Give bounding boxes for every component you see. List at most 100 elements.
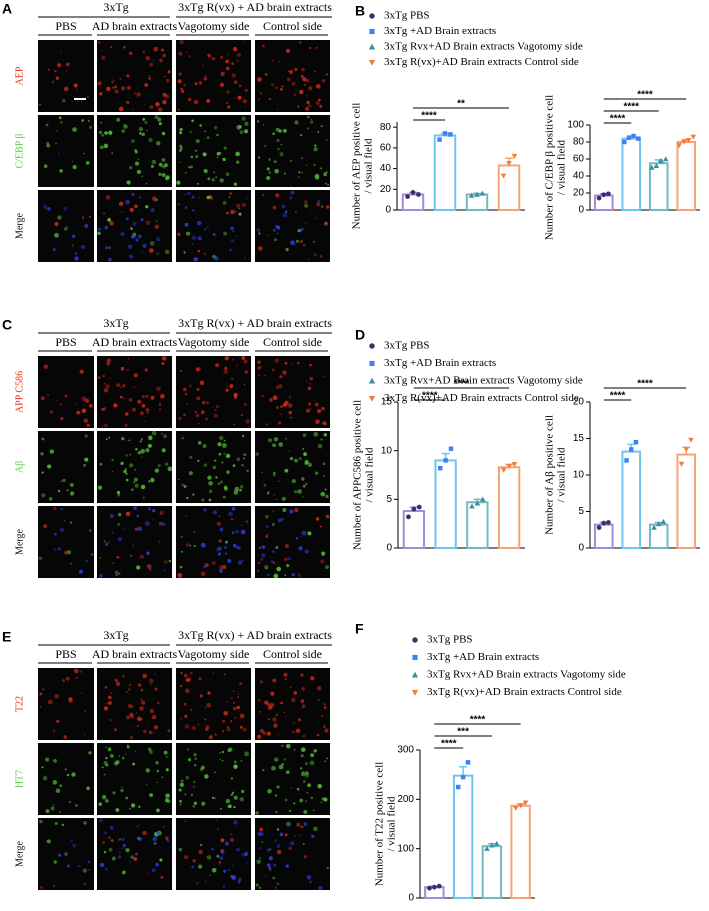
row-label: Merge [14, 840, 25, 866]
micrograph-signal [287, 556, 292, 561]
micrograph-signal [243, 851, 249, 857]
micrograph-signal [190, 155, 194, 159]
micrograph-signal [45, 757, 50, 762]
micrograph-signal [46, 143, 51, 148]
y-axis-label: Number of AEP positive cell [351, 103, 363, 230]
micrograph-signal [179, 127, 183, 132]
micrograph [97, 818, 172, 890]
micrograph-signal [83, 882, 87, 886]
legend-label: 3xTg PBS [384, 10, 430, 22]
legend-label: 3xTg PBS [427, 634, 473, 646]
micrograph-signal [189, 131, 192, 133]
micrograph-signal [138, 126, 144, 132]
marker [606, 191, 611, 197]
micrograph-signal [130, 855, 134, 859]
micrograph-signal [286, 564, 290, 568]
micrograph-signal [102, 374, 106, 378]
micrograph-signal [240, 529, 246, 535]
micrograph-signal [320, 801, 323, 804]
micrograph-signal [163, 569, 166, 572]
micrograph-signal [309, 212, 312, 214]
micrograph-signal [153, 725, 158, 730]
marker [368, 377, 376, 384]
bar [481, 845, 503, 900]
micrograph-signal [232, 230, 235, 232]
y-tick-label: 20 [380, 184, 392, 195]
micrograph-signal [275, 546, 279, 550]
micrograph-signal [189, 455, 193, 459]
marker [479, 190, 486, 196]
micrograph-signal [55, 400, 57, 402]
micrograph-signal [88, 125, 93, 129]
micrograph-signal [302, 433, 307, 438]
bar [433, 134, 457, 211]
micrograph-signal [60, 121, 63, 124]
micrograph-signal [134, 468, 137, 471]
micrograph-signal [58, 116, 62, 120]
micrograph-signal [278, 442, 284, 447]
micrograph-signal [71, 234, 76, 238]
micrograph-signal [273, 723, 278, 728]
micrograph-signal [179, 144, 183, 148]
micrograph-signal [166, 799, 171, 804]
micrograph-signal [105, 702, 108, 705]
micrograph-signal [216, 855, 220, 858]
micrograph-signal [231, 73, 236, 78]
micrograph-signal [259, 847, 262, 850]
micrograph-signal [56, 130, 58, 132]
micrograph-signal [161, 776, 164, 779]
micrograph-signal [57, 489, 61, 493]
micrograph-signal [126, 74, 130, 78]
micrograph-signal [119, 851, 121, 853]
micrograph-signal [139, 440, 142, 443]
significance-label: **** [637, 90, 653, 101]
micrograph-signal [116, 383, 121, 388]
micrograph-signal [183, 83, 186, 87]
micrograph-signal [121, 129, 125, 133]
micrograph-signal [221, 750, 225, 754]
micrograph-signal [293, 802, 296, 805]
micrograph-signal [114, 570, 119, 574]
legend-label: 3xTg Rvx+AD Brain extracts Vagotomy side [384, 375, 583, 387]
micrograph-signal [283, 758, 286, 761]
marker [412, 654, 418, 661]
micrograph-signal [113, 79, 115, 82]
micrograph-signal [322, 475, 325, 477]
micrograph-signal [188, 166, 191, 169]
micrograph-signal [106, 362, 110, 366]
significance-label: **** [637, 379, 653, 390]
micrograph-signal [147, 747, 152, 752]
micrograph-signal [198, 864, 203, 869]
micrograph-signal [112, 791, 116, 795]
micrograph-signal [207, 691, 211, 695]
micrograph-signal [148, 137, 153, 143]
micrograph-signal [184, 855, 189, 860]
micrograph-signal [242, 98, 248, 104]
micrograph-signal [125, 199, 130, 205]
micrograph-signal [184, 714, 188, 718]
marker [489, 842, 495, 848]
micrograph-signal [133, 92, 137, 95]
micrograph-signal [269, 398, 273, 402]
micrograph-signal [134, 204, 138, 209]
micrograph-signal [128, 51, 133, 56]
group-header: 3xTg R(vx) + AD brain extracts [178, 628, 332, 642]
micrograph-signal [86, 786, 90, 791]
micrograph-signal [191, 235, 197, 240]
significance-label: **** [421, 111, 437, 122]
micrograph-signal [52, 729, 56, 732]
micrograph-signal [232, 46, 238, 52]
micrograph-signal [321, 551, 326, 556]
micrograph-signal [225, 453, 231, 459]
column-label: AD brain extracts [92, 647, 178, 661]
micrograph-signal [180, 717, 183, 720]
micrograph-signal [288, 396, 291, 399]
micrograph-signal [185, 515, 187, 518]
micrograph-signal [305, 222, 307, 224]
micrograph-signal [203, 463, 208, 467]
micrograph-signal [243, 384, 246, 386]
marker [460, 774, 466, 780]
micrograph-signal [82, 868, 87, 873]
micrograph-signal [221, 759, 224, 762]
marker [621, 139, 627, 145]
